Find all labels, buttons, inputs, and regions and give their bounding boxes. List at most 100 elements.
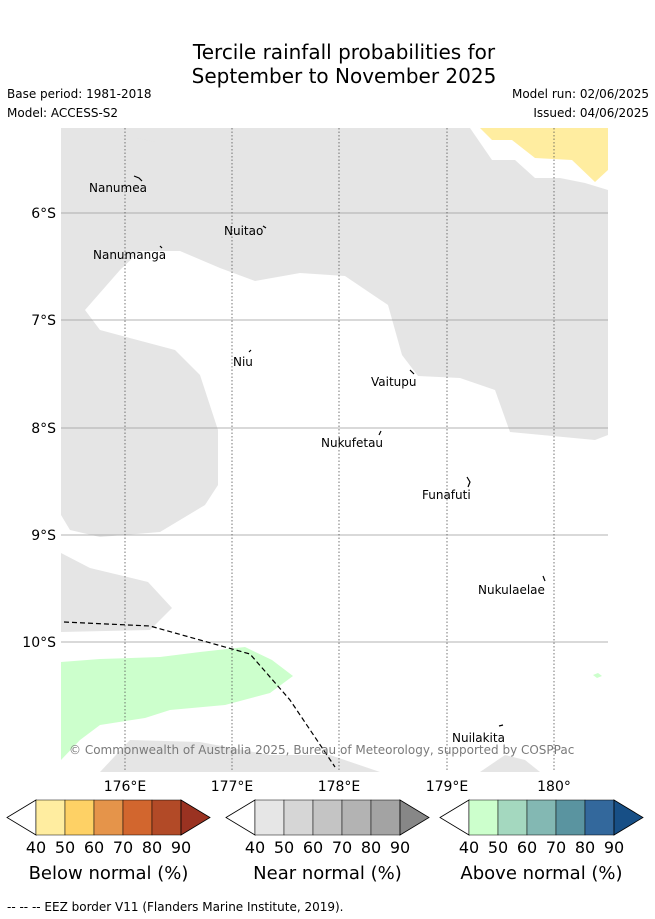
- place-label-vaitupu: Vaitupu: [371, 375, 417, 389]
- longitude-labels: 176°E 177°E 178°E 179°E 180°: [104, 779, 571, 795]
- colorbar-below-segment: [64, 799, 95, 836]
- eez-border: [63, 621, 336, 768]
- colorbar-above-segment: [497, 799, 528, 836]
- lon-label-180: 180°: [537, 779, 571, 795]
- below-normal-region: [480, 128, 608, 182]
- colorbar-below-tick-label: 80: [141, 838, 163, 857]
- near-normal-region-southwest: [61, 553, 172, 632]
- model-run: Model run: 02/06/2025: [511, 87, 649, 101]
- colorbar-near-segment: [341, 799, 372, 836]
- base-period: Base period: 1981-2018: [7, 87, 152, 101]
- colorbar-near-normal: [225, 799, 430, 836]
- island-vaitupu: [409, 369, 415, 375]
- colorbar-above-tick-label: 80: [574, 838, 596, 857]
- colorbar-near-tick-label: 60: [302, 838, 324, 857]
- lat-label-6s: 6°S: [31, 206, 56, 222]
- island-nukulaelae: [542, 575, 546, 582]
- title-line-2: September to November 2025: [191, 64, 497, 88]
- colorbar-below-tick-label: 90: [170, 838, 192, 857]
- near-normal-region-north: [61, 128, 608, 537]
- copyright-notice: © Commonwealth of Australia 2025, Bureau…: [69, 743, 574, 757]
- island-nuilakita: [498, 724, 504, 727]
- colorbar-above-segment: [468, 799, 499, 836]
- colorbar-below-tick-label: 40: [25, 838, 47, 857]
- latitude-labels: 6°S 7°S 8°S 9°S 10°S: [22, 206, 56, 651]
- island-nukufetau: [378, 430, 382, 436]
- place-label-nuilakita: Nuilakita: [452, 731, 505, 745]
- colorbar-above-segment: [555, 799, 586, 836]
- near-normal-region-south: [100, 740, 380, 772]
- colorbar-below-segment: [35, 799, 66, 836]
- longitude-gridlines: [124, 128, 555, 772]
- colorbar-above-segment: [584, 799, 615, 836]
- colorbar-near-segment: [312, 799, 343, 836]
- lon-label-178e: 178°E: [318, 779, 361, 795]
- colorbar-near-arrow-high: [399, 799, 430, 836]
- place-label-nanumanga: Nanumanga: [93, 248, 166, 262]
- map-area: [61, 128, 608, 772]
- place-label-niu: Niu: [233, 355, 253, 369]
- colorbar-above-arrow-high: [613, 799, 644, 836]
- above-normal-region: [61, 647, 293, 760]
- colorbar-above-title: Above normal (%): [460, 863, 623, 884]
- colorbar-above-tick-label: 40: [458, 838, 480, 857]
- colorbar-near-tick-label: 80: [360, 838, 382, 857]
- lon-label-176e: 176°E: [104, 779, 147, 795]
- island-nanumanga: [159, 245, 163, 249]
- latitude-gridlines: [61, 212, 608, 643]
- colorbar-below-title: Below normal (%): [28, 863, 189, 884]
- island-nanumea: [133, 175, 143, 182]
- near-normal-region-west: [61, 410, 92, 495]
- place-label-nanumea: Nanumea: [89, 181, 147, 195]
- lon-label-179e: 179°E: [426, 779, 469, 795]
- colorbar-near-tick-label: 90: [389, 838, 411, 857]
- islands: [133, 175, 546, 727]
- colorbar-below-tick-label: 50: [54, 838, 76, 857]
- title-line-1: Tercile rainfall probabilities for: [192, 40, 496, 64]
- colorbar-below-tick-label: 60: [83, 838, 105, 857]
- colorbar-near-tick-label: 70: [331, 838, 353, 857]
- colorbar-below-normal: [6, 799, 211, 836]
- colorbar-above-tick-label: 50: [487, 838, 509, 857]
- lat-label-8s: 8°S: [31, 421, 56, 437]
- lat-label-9s: 9°S: [31, 528, 56, 544]
- lat-label-10s: 10°S: [22, 635, 56, 651]
- colorbar-below-arrow-low: [6, 799, 37, 836]
- colorbar-near-segment: [254, 799, 285, 836]
- island-niu: [248, 349, 252, 353]
- colorbar-below-segment: [93, 799, 124, 836]
- model-name: Model: ACCESS-S2: [7, 106, 119, 120]
- colorbar-above-arrow-low: [439, 799, 470, 836]
- colorbar-near-tick-label: 40: [244, 838, 266, 857]
- eez-footnote: -- -- -- EEZ border V11 (Flanders Marine…: [7, 900, 344, 914]
- above-normal-speck: [593, 673, 602, 678]
- colorbar-below-segment: [122, 799, 153, 836]
- colorbar-above-normal: [439, 799, 644, 836]
- place-label-funafuti: Funafuti: [422, 488, 471, 502]
- colorbar-near-arrow-low: [225, 799, 256, 836]
- colorbar-near-title: Near normal (%): [253, 863, 402, 884]
- lat-label-7s: 7°S: [31, 313, 56, 329]
- colorbar-below-segment: [151, 799, 182, 836]
- island-funafuti: [466, 476, 471, 488]
- colorbar-near-segment: [370, 799, 401, 836]
- place-labels: Nanumea Nuitao Nanumanga Niu Vaitupu Nuk…: [89, 181, 545, 745]
- near-normal-region-southeast: [480, 755, 540, 772]
- colorbar-above-tick-label: 90: [603, 838, 625, 857]
- place-label-nuitao: Nuitao: [224, 224, 263, 238]
- colorbar-near-tick-label: 50: [273, 838, 295, 857]
- colorbar-below-arrow-high: [180, 799, 211, 836]
- map-title: Tercile rainfall probabilities for Septe…: [0, 40, 655, 88]
- issued-date: Issued: 04/06/2025: [533, 106, 649, 120]
- colorbar-near-segment: [283, 799, 314, 836]
- place-label-nukulaelae: Nukulaelae: [478, 583, 545, 597]
- small-shade-islet: [137, 134, 168, 142]
- colorbar-above-tick-label: 70: [545, 838, 567, 857]
- place-label-nukufetau: Nukufetau: [321, 436, 383, 450]
- colorbar-above-tick-label: 60: [516, 838, 538, 857]
- island-nuitao: [262, 225, 267, 229]
- colorbar-above-segment: [526, 799, 557, 836]
- colorbar-below-tick-label: 70: [112, 838, 134, 857]
- lon-label-177e: 177°E: [211, 779, 254, 795]
